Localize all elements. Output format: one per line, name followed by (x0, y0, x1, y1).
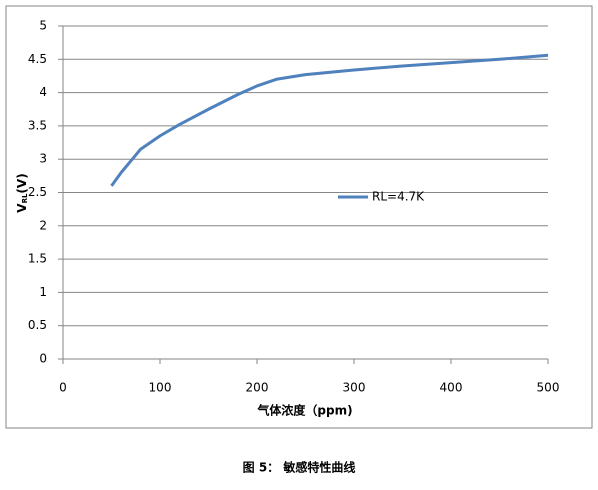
y-label-unit: (V) (15, 173, 29, 193)
y-tick-label: 3.5 (28, 118, 47, 132)
x-tick-label: 200 (246, 381, 269, 395)
y-tick-label: 2 (39, 218, 47, 232)
y-tick-label: 4.5 (28, 52, 47, 66)
y-tick-label: 2.5 (28, 185, 47, 199)
line-series (110, 53, 549, 187)
x-axis-label: 气体浓度（ppm) (256, 403, 352, 418)
y-tick-label: 0.5 (28, 318, 47, 332)
legend-label: RL=4.7K (372, 190, 425, 204)
y-tick-label: 1 (39, 285, 47, 299)
y-label-main: V (15, 203, 29, 213)
y-tick-label: 3 (39, 152, 47, 166)
y-axis-label: VRL(V) (15, 173, 30, 212)
y-label-sub: RL (21, 193, 29, 203)
y-tick-label: 5 (39, 19, 47, 33)
y-tick-label: 0 (39, 352, 47, 366)
chart-border (5, 5, 593, 429)
y-tick-label: 4 (39, 85, 47, 99)
x-tick-label: 0 (59, 381, 67, 395)
x-tick-label: 500 (537, 381, 560, 395)
x-tick-label: 100 (149, 381, 172, 395)
y-tick-label: 1.5 (28, 252, 47, 266)
x-tick-label: 300 (343, 381, 366, 395)
caption: 图 5： 敏感特性曲线 (243, 460, 356, 475)
x-tick-label: 400 (440, 381, 463, 395)
